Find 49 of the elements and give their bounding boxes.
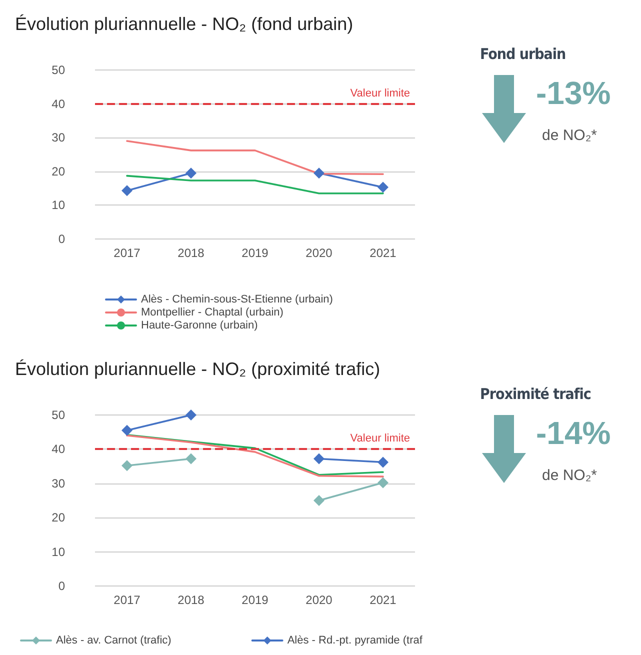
text: de NO₂*: [542, 127, 598, 144]
chart-title: Évolution pluriannuelle - NO₂ (fond urbain): [15, 14, 354, 34]
legend-label: Haute-Garonne (urbain): [141, 320, 258, 332]
y-tick-label: 50: [52, 63, 66, 77]
point: [186, 453, 196, 464]
point: [122, 460, 132, 472]
point: [378, 182, 388, 193]
x-tick-label: 2019: [242, 593, 269, 607]
x-tick-label: 2021: [370, 593, 397, 607]
y-tick-label: 10: [52, 198, 66, 212]
y-tick-label: 30: [52, 130, 66, 145]
ref-line-label: Valeur limite: [350, 87, 410, 100]
point: [122, 185, 132, 196]
point: [314, 495, 324, 506]
x-tick-label: 2017: [114, 246, 141, 260]
y-tick-label: 10: [52, 544, 66, 559]
legend-label: Alès - Rd.-pt. pyramide (traf: [287, 634, 424, 646]
point: [378, 477, 388, 488]
point: [122, 424, 132, 436]
y-tick-label: 20: [52, 510, 66, 525]
text: -14%: [536, 415, 611, 452]
x-tick-label: 2020: [306, 246, 333, 260]
point: [378, 456, 388, 468]
point: [186, 410, 196, 420]
y-tick-label: 0: [58, 579, 66, 593]
point: [314, 168, 324, 179]
text: de NO₂*: [542, 467, 598, 484]
ref-line-label: Valeur limite: [350, 432, 410, 445]
x-tick-label: 2019: [242, 246, 269, 260]
y-tick-label: 30: [52, 476, 66, 490]
text: Proximité trafic: [480, 385, 592, 403]
x-tick-label: 2018: [178, 246, 205, 260]
chart-title: Évolution pluriannuelle - NO₂ (proximité trafic): [15, 359, 380, 379]
legend-label: Montpellier - Chaptal (urbain): [141, 306, 284, 318]
text: Fond urbain: [480, 45, 567, 63]
x-tick-label: 2021: [370, 246, 397, 260]
x-tick-label: 2018: [178, 593, 205, 607]
x-tick-label: 2017: [114, 593, 141, 607]
legend-label: Alès - Chemin-sous-St-Etienne (urbain): [141, 294, 333, 306]
x-tick-label: 2020: [306, 593, 333, 607]
y-tick-label: 20: [52, 164, 66, 178]
point: [186, 168, 196, 179]
y-tick-label: 40: [52, 96, 66, 111]
y-tick-label: 50: [52, 408, 66, 422]
y-tick-label: 0: [58, 232, 66, 246]
text: -13%: [536, 75, 611, 112]
y-tick-label: 40: [52, 442, 66, 456]
point: [314, 453, 324, 464]
legend-label: Alès - av. Carnot (trafic): [56, 634, 172, 646]
